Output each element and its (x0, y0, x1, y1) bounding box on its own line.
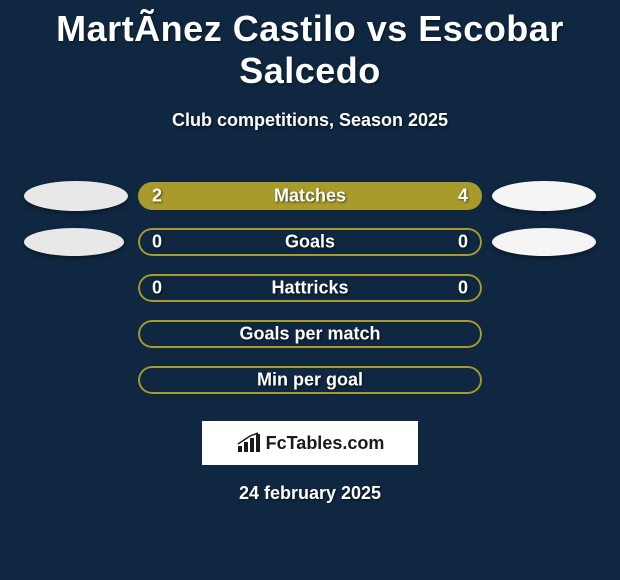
subtitle: Club competitions, Season 2025 (0, 110, 620, 131)
player-left-badge (24, 228, 124, 256)
left-badge-slot (18, 181, 128, 211)
stat-row: Goals per match (0, 311, 620, 357)
stat-bar: Min per goal (138, 366, 482, 394)
date-label: 24 february 2025 (0, 483, 620, 504)
stat-row: 2 4 Matches (0, 173, 620, 219)
stat-bar: 2 4 Matches (138, 182, 482, 210)
right-badge-slot (492, 228, 602, 256)
stat-value-left: 0 (152, 278, 162, 299)
player-right-badge (492, 181, 596, 211)
stat-label: Goals (285, 232, 335, 253)
stat-value-right: 0 (458, 278, 468, 299)
stat-value-left: 0 (152, 232, 162, 253)
stat-label: Min per goal (257, 370, 363, 391)
stat-label: Matches (274, 186, 346, 207)
stat-bar: 0 0 Goals (138, 228, 482, 256)
stat-row: 0 0 Goals (0, 219, 620, 265)
stat-bar: 0 0 Hattricks (138, 274, 482, 302)
right-badge-slot (492, 181, 602, 211)
player-left-badge (24, 181, 128, 211)
left-badge-slot (18, 228, 128, 256)
stat-bar: Goals per match (138, 320, 482, 348)
stat-value-right: 4 (458, 186, 468, 207)
stat-row: 0 0 Hattricks (0, 265, 620, 311)
stat-value-left: 2 (152, 186, 162, 207)
brand-box: FcTables.com (202, 421, 418, 465)
page-title: MartÃ­nez Castilo vs Escobar Salcedo (0, 0, 620, 92)
brand-text: FcTables.com (266, 433, 385, 454)
stats-rows: 2 4 Matches 0 0 Goals 0 0 Hattricks Goals per mat… (0, 173, 620, 403)
stat-value-right: 0 (458, 232, 468, 253)
stat-label: Goals per match (239, 324, 380, 345)
stat-label: Hattricks (271, 278, 348, 299)
stat-row: Min per goal (0, 357, 620, 403)
brand-chart-icon (236, 432, 262, 454)
player-right-badge (492, 228, 596, 256)
